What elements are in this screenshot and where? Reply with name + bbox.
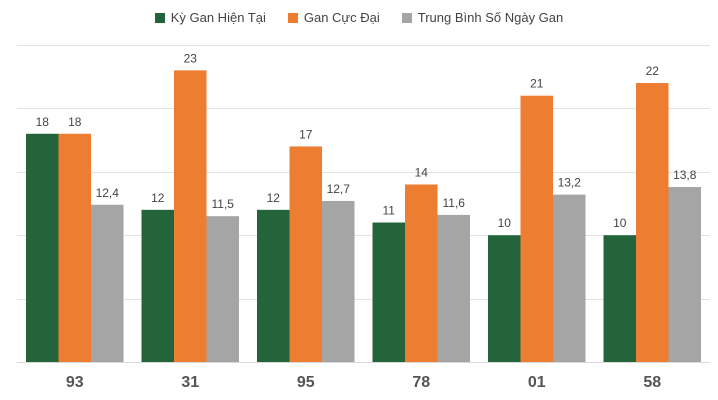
legend-label-max-gap: Gan Cực Đại xyxy=(303,10,380,25)
data-label: 10 xyxy=(498,216,512,230)
bar-58-series-0[interactable] xyxy=(603,235,637,362)
data-label: 12 xyxy=(151,191,165,205)
x-tick-label: 95 xyxy=(297,374,315,391)
x-tick-label: 31 xyxy=(181,374,199,391)
data-label: 13,2 xyxy=(558,176,582,190)
bar-93-series-1[interactable] xyxy=(58,133,92,362)
bar-93-series-2[interactable] xyxy=(91,204,124,362)
data-label: 21 xyxy=(530,77,544,91)
bar-58-series-1[interactable] xyxy=(636,83,669,362)
legend: Kỳ Gan Hiện Tại Gan Cực Đại Trung Bình S… xyxy=(0,10,718,25)
data-label: 23 xyxy=(184,51,198,65)
bar-95-series-0[interactable] xyxy=(257,209,290,362)
bar-31-series-2[interactable] xyxy=(206,216,240,362)
data-label: 22 xyxy=(646,64,660,78)
bar-01-series-1[interactable] xyxy=(520,95,554,362)
bar-31-series-1[interactable] xyxy=(174,70,207,363)
x-tick-label: 01 xyxy=(528,374,546,391)
bar-78-series-2[interactable] xyxy=(437,214,471,362)
bar-01-series-2[interactable] xyxy=(553,194,586,362)
legend-label-current-gap: Kỳ Gan Hiện Tại xyxy=(170,10,266,25)
x-tick-label: 93 xyxy=(66,374,84,391)
bar-93-series-0[interactable] xyxy=(26,133,59,362)
x-tick-label: 78 xyxy=(412,374,430,391)
data-label: 12 xyxy=(267,191,281,205)
bar-58-series-2[interactable] xyxy=(668,187,702,362)
data-label: 13,8 xyxy=(673,168,697,182)
data-label: 11,6 xyxy=(443,196,466,210)
data-label: 11,5 xyxy=(212,197,235,211)
bar-95-series-2[interactable] xyxy=(322,200,355,362)
legend-swatch-current-gap xyxy=(154,12,165,23)
data-label: 11 xyxy=(383,204,396,218)
legend-item-max-gap[interactable]: Gan Cực Đại xyxy=(287,10,380,25)
x-tick-label: 58 xyxy=(643,374,661,391)
legend-swatch-average-gap xyxy=(401,12,412,23)
bar-78-series-1[interactable] xyxy=(405,184,438,362)
bar-31-series-0[interactable] xyxy=(141,209,175,362)
data-label: 17 xyxy=(299,127,313,141)
bar-95-series-1[interactable] xyxy=(289,146,323,362)
data-label: 18 xyxy=(36,115,50,129)
legend-label-average-gap: Trung Bình Số Ngày Gan xyxy=(417,10,564,25)
bar-01-series-0[interactable] xyxy=(488,235,521,362)
legend-swatch-max-gap xyxy=(287,12,298,23)
legend-item-average-gap[interactable]: Trung Bình Số Ngày Gan xyxy=(401,10,564,25)
data-label: 12,7 xyxy=(327,182,351,196)
data-label: 18 xyxy=(68,115,82,129)
data-label: 12,4 xyxy=(96,186,120,200)
bar-78-series-0[interactable] xyxy=(372,222,406,362)
data-label: 10 xyxy=(613,216,627,230)
legend-item-current-gap[interactable]: Kỳ Gan Hiện Tại xyxy=(154,10,266,25)
data-label: 14 xyxy=(415,165,429,179)
